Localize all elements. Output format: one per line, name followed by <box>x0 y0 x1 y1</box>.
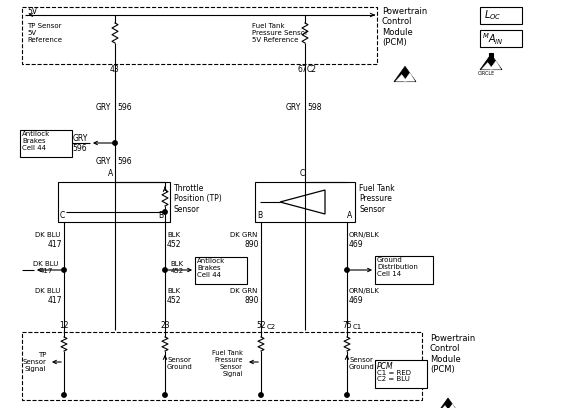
Circle shape <box>163 210 167 214</box>
Circle shape <box>163 393 167 397</box>
Text: 598: 598 <box>307 104 321 113</box>
Text: Antilock
Brakes
Cell 44: Antilock Brakes Cell 44 <box>22 131 50 151</box>
Text: TP Sensor
5V
Reference: TP Sensor 5V Reference <box>27 23 62 43</box>
Text: DK BLU: DK BLU <box>35 288 60 294</box>
Text: 417: 417 <box>48 240 62 249</box>
Text: 5V: 5V <box>27 7 37 16</box>
Polygon shape <box>396 75 407 81</box>
Text: Antilock
Brakes
Cell 44: Antilock Brakes Cell 44 <box>197 258 225 278</box>
Bar <box>58 182 170 222</box>
Text: $L_{OC}$: $L_{OC}$ <box>484 8 501 22</box>
Text: Fuel Tank
Pressure
Sensor: Fuel Tank Pressure Sensor <box>359 184 394 214</box>
Circle shape <box>345 393 349 397</box>
Text: A: A <box>109 169 114 178</box>
Polygon shape <box>447 404 457 408</box>
Bar <box>480 7 522 24</box>
Bar <box>22 332 422 400</box>
Text: C: C <box>299 169 304 178</box>
Circle shape <box>163 268 167 272</box>
Text: DK BLU: DK BLU <box>35 232 60 238</box>
Text: Sensor
Ground: Sensor Ground <box>349 357 375 370</box>
Text: 469: 469 <box>349 296 364 305</box>
Circle shape <box>62 393 66 397</box>
Bar <box>20 130 72 157</box>
Text: B: B <box>158 211 163 220</box>
Polygon shape <box>490 61 501 69</box>
Text: 12: 12 <box>59 321 69 330</box>
Text: A: A <box>347 211 352 220</box>
Circle shape <box>113 141 117 145</box>
Text: 890: 890 <box>245 240 259 249</box>
Text: 75: 75 <box>342 321 352 330</box>
Text: TP
Sensor
Signal: TP Sensor Signal <box>22 352 46 372</box>
Text: ORN/BLK: ORN/BLK <box>349 288 380 294</box>
Text: 596: 596 <box>117 104 132 113</box>
Text: 890: 890 <box>245 296 259 305</box>
Bar <box>480 30 522 47</box>
Bar <box>489 53 493 59</box>
Text: 43: 43 <box>110 65 120 74</box>
Circle shape <box>62 268 66 272</box>
Text: C2: C2 <box>307 65 317 74</box>
Text: GRY: GRY <box>286 104 301 113</box>
Bar <box>375 256 433 284</box>
Text: Sensor
Ground: Sensor Ground <box>167 357 193 370</box>
Text: C1: C1 <box>353 324 362 330</box>
Bar <box>22 7 377 64</box>
Polygon shape <box>394 67 416 82</box>
Text: Powertrain
Control
Module
(PCM): Powertrain Control Module (PCM) <box>382 7 427 47</box>
Text: C2 = BLU: C2 = BLU <box>377 376 410 382</box>
Text: C: C <box>60 211 65 220</box>
Text: PCM: PCM <box>377 362 393 371</box>
Circle shape <box>259 393 263 397</box>
Text: $^{M}A_{IN}$: $^{M}A_{IN}$ <box>482 31 504 47</box>
Text: 67: 67 <box>297 65 307 74</box>
Text: Ground
Distribution
Cell 14: Ground Distribution Cell 14 <box>377 257 418 277</box>
Text: 23: 23 <box>160 321 170 330</box>
Text: 52: 52 <box>256 321 266 330</box>
Text: Powertrain
Control
Module
(PCM): Powertrain Control Module (PCM) <box>430 334 475 374</box>
Text: ORN/BLK: ORN/BLK <box>349 232 380 238</box>
Text: 596: 596 <box>117 157 132 166</box>
Bar <box>375 360 427 388</box>
Text: C1 = RED: C1 = RED <box>377 370 411 376</box>
Text: Fuel Tank
Pressure Sensor
5V Reference: Fuel Tank Pressure Sensor 5V Reference <box>252 23 308 43</box>
Circle shape <box>345 268 349 272</box>
Text: DK GRN: DK GRN <box>229 288 257 294</box>
Text: Fuel Tank
Pressure
Sensor
Signal: Fuel Tank Pressure Sensor Signal <box>212 350 243 377</box>
Text: 417: 417 <box>48 296 62 305</box>
Polygon shape <box>438 398 458 408</box>
Text: Throttle
Position (TP)
Sensor: Throttle Position (TP) Sensor <box>174 184 222 214</box>
Text: DK GRN: DK GRN <box>229 232 257 238</box>
Bar <box>255 182 355 222</box>
Text: 452: 452 <box>167 296 181 305</box>
Text: BLK: BLK <box>167 288 180 294</box>
Text: BLK
452: BLK 452 <box>170 261 184 274</box>
Text: C2: C2 <box>267 324 276 330</box>
Polygon shape <box>482 62 493 69</box>
Text: 452: 452 <box>167 240 181 249</box>
Text: CIRCLE: CIRCLE <box>478 71 494 76</box>
Bar <box>195 257 247 284</box>
Polygon shape <box>480 54 502 70</box>
Text: B: B <box>257 211 262 220</box>
Text: BLK: BLK <box>167 232 180 238</box>
Text: GRY: GRY <box>96 104 111 113</box>
Text: 469: 469 <box>349 240 364 249</box>
Polygon shape <box>404 73 415 81</box>
Text: DK BLU
417: DK BLU 417 <box>33 261 59 274</box>
Text: GRY
596: GRY 596 <box>72 134 88 153</box>
Polygon shape <box>439 406 450 408</box>
Text: GRY: GRY <box>96 157 111 166</box>
